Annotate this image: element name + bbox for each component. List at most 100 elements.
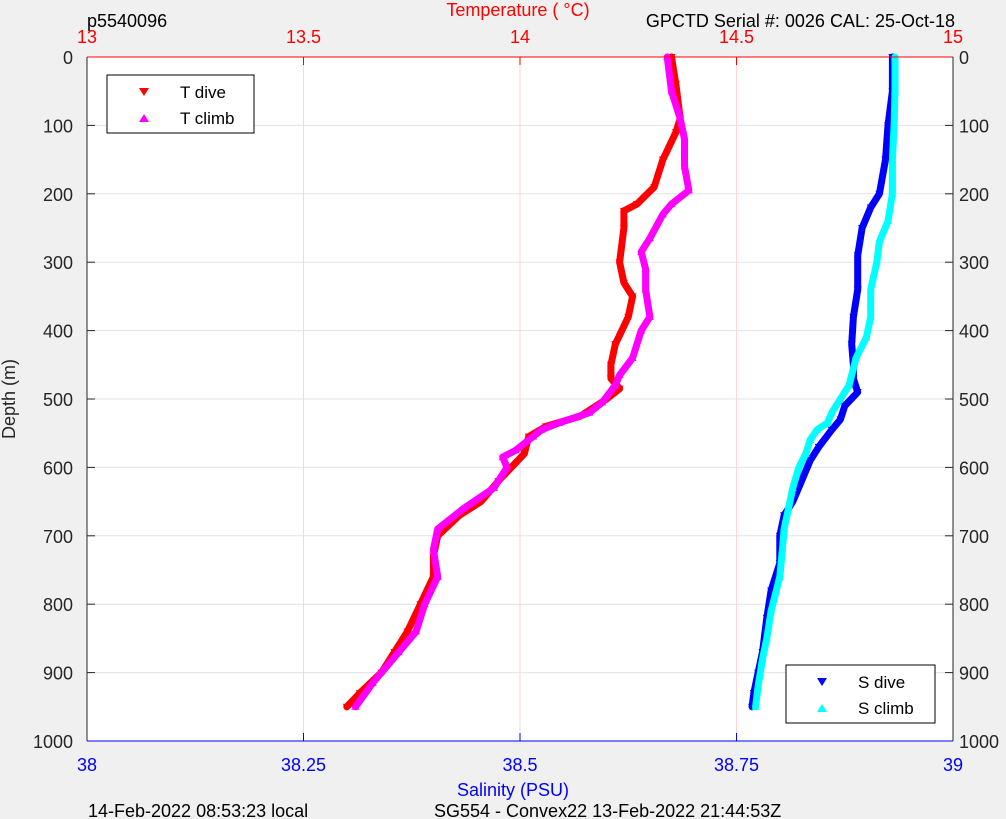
t-climb-point <box>394 648 403 656</box>
t-climb-point <box>667 200 676 208</box>
s-climb-point <box>888 155 897 163</box>
s-climb-point <box>788 483 797 491</box>
t-dive-point <box>606 375 615 383</box>
depth-tick-label-right: 400 <box>959 322 989 342</box>
t-climb-point <box>637 247 646 255</box>
t-dive-point <box>650 183 659 191</box>
s-dive-point <box>814 443 823 451</box>
s-dive-point <box>853 389 862 397</box>
s-climb-point <box>754 682 763 690</box>
t-climb-point <box>420 600 429 608</box>
depth-tick-label-left: 0 <box>63 48 73 68</box>
serial-info: GPCTD Serial #: 0026 CAL: 25-Oct-18 <box>646 11 955 31</box>
data-series <box>342 53 899 711</box>
t-climb-legend-label: T climb <box>180 109 234 128</box>
s-climb-point <box>762 634 771 642</box>
s-climb-point <box>775 572 784 580</box>
s-climb-point <box>890 87 899 95</box>
t-climb-point <box>628 353 637 361</box>
t-climb-point <box>554 418 563 426</box>
depth-tick-label-left: 300 <box>43 253 73 273</box>
s-climb-point <box>767 607 776 615</box>
temperature-tick-label: 15 <box>943 27 963 47</box>
salinity-tick-label: 39 <box>943 755 963 775</box>
t-climb-point <box>615 371 624 379</box>
s-climb-point <box>888 189 897 197</box>
t-climb-point <box>658 210 667 218</box>
s-climb-line <box>752 53 899 711</box>
depth-tick-label-left: 200 <box>43 185 73 205</box>
s-climb-legend-marker <box>817 704 827 712</box>
s-dive-point <box>827 426 836 434</box>
salinity-tick-label: 38.25 <box>281 755 326 775</box>
s-climb-point <box>813 425 822 433</box>
s-dive-point <box>806 457 815 465</box>
t-dive-point <box>403 628 412 636</box>
s-climb-point <box>758 654 767 662</box>
profile-id: p5540096 <box>87 11 167 31</box>
s-climb-point <box>866 312 875 320</box>
temperature-tick-label: 13.5 <box>286 27 321 47</box>
salinity-tick-label: 38.75 <box>714 755 759 775</box>
t-climb-point <box>641 285 650 293</box>
s-climb-point <box>845 381 854 389</box>
s-climb-point <box>862 333 871 341</box>
footer-local-time: 14-Feb-2022 08:53:23 local <box>88 801 308 819</box>
s-dive-point <box>866 204 875 212</box>
t-dive-point <box>624 313 633 321</box>
s-climb-point <box>801 449 810 457</box>
depth-tick-label-right: 600 <box>959 458 989 478</box>
temperature-legend-box <box>106 74 255 134</box>
t-climb-legend-marker <box>139 114 149 122</box>
s-climb-point <box>784 504 793 512</box>
s-climb-point <box>778 545 787 553</box>
t-dive-point <box>619 207 628 215</box>
s-dive-point <box>797 478 806 486</box>
s-dive-point <box>875 190 884 198</box>
t-climb-point <box>511 446 520 454</box>
t-dive-point <box>355 690 364 698</box>
depth-tick-label-left: 400 <box>43 322 73 342</box>
s-dive-point <box>858 225 867 232</box>
depth-tick-label-left: 1000 <box>33 732 73 752</box>
s-dive-legend-label: S dive <box>858 673 905 692</box>
s-climb-point <box>890 121 899 129</box>
t-dive-legend-label: T dive <box>180 83 226 102</box>
t-climb-point <box>503 463 512 471</box>
s-climb-point <box>872 258 881 266</box>
t-climb-point <box>351 702 360 710</box>
t-climb-point <box>368 678 377 686</box>
s-climb-point <box>823 418 832 426</box>
t-climb-series <box>351 53 693 711</box>
t-dive-point <box>671 129 680 137</box>
t-dive-point <box>619 279 628 287</box>
s-climb-point <box>866 285 875 293</box>
s-dive-point <box>847 341 856 349</box>
salinity-legend: S dive S climb <box>785 664 936 724</box>
s-dive-point <box>849 313 858 321</box>
depth-tick-label-right: 200 <box>959 185 989 205</box>
s-climb-point <box>884 217 893 225</box>
depth-tick-label-right: 900 <box>959 664 989 684</box>
axes: 0 0 100 100 200 200 300 300 400 400 500 500 600 600 70… <box>33 27 999 775</box>
s-climb-point <box>875 237 884 245</box>
t-climb-point <box>459 504 468 512</box>
t-climb-point <box>680 135 689 143</box>
salinity-tick-label: 38 <box>77 755 97 775</box>
t-climb-point <box>585 408 594 416</box>
temperature-tick-label: 13 <box>77 27 97 47</box>
t-climb-point <box>645 312 654 320</box>
depth-tick-label-left: 700 <box>43 527 73 547</box>
depth-tick-label-right: 800 <box>959 595 989 615</box>
t-climb-point <box>528 432 537 440</box>
t-dive-point <box>520 450 529 458</box>
t-climb-point <box>598 398 607 406</box>
t-climb-point <box>490 483 499 491</box>
depth-tick-label-left: 100 <box>43 116 73 136</box>
t-dive-point <box>619 225 628 232</box>
s-climb-point <box>780 524 789 532</box>
s-climb-series <box>751 53 899 711</box>
t-climb-point <box>498 453 507 461</box>
s-dive-point <box>881 156 890 164</box>
